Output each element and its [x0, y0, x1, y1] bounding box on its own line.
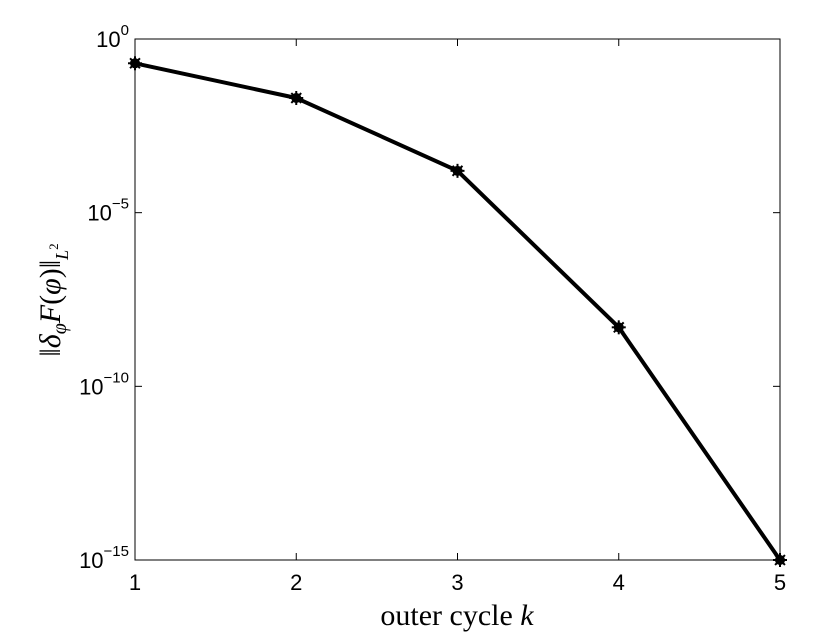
x-tick-label: 2: [290, 570, 302, 595]
y-axis-title: ‖δφF(φ)‖L2: [34, 243, 72, 356]
data-point-marker: [128, 56, 142, 71]
y-axis-l2-sup: 2: [46, 243, 61, 250]
y-tick-labels: 100 10−5 10−10 10−15: [79, 22, 129, 573]
y-tick-label: 10−5: [87, 196, 129, 226]
data-point-marker: [611, 320, 626, 335]
data-point-marker: [289, 91, 304, 106]
x-axis-title: outer cycle k: [380, 599, 534, 632]
y-axis-paren-close: )‖: [34, 260, 67, 278]
x-tick-label: 5: [774, 570, 786, 595]
x-tick-label: 1: [129, 570, 141, 595]
data-point-marker: [773, 553, 787, 567]
x-tick-labels: 1 2 3 4 5: [129, 570, 786, 595]
y-tick-label: 100: [96, 22, 129, 52]
y-axis-norm-open: ‖: [34, 348, 67, 356]
y-axis-paren-open: (: [34, 295, 67, 305]
y-tick-label: 10−15: [79, 543, 129, 573]
x-tick-label: 3: [451, 570, 463, 595]
series-group: [128, 56, 787, 567]
y-tick-label: 10−10: [79, 369, 129, 399]
data-point-marker: [450, 163, 465, 178]
y-axis-phi: φ: [34, 278, 67, 295]
y-axis-phi-sub: φ: [49, 323, 71, 334]
plot-area: [134, 38, 781, 561]
y-axis-f: F: [34, 304, 67, 324]
y-axis-l2-sub: L: [52, 250, 72, 261]
x-tick-label: 4: [613, 570, 625, 595]
y-axis-delta: δ: [34, 333, 67, 348]
